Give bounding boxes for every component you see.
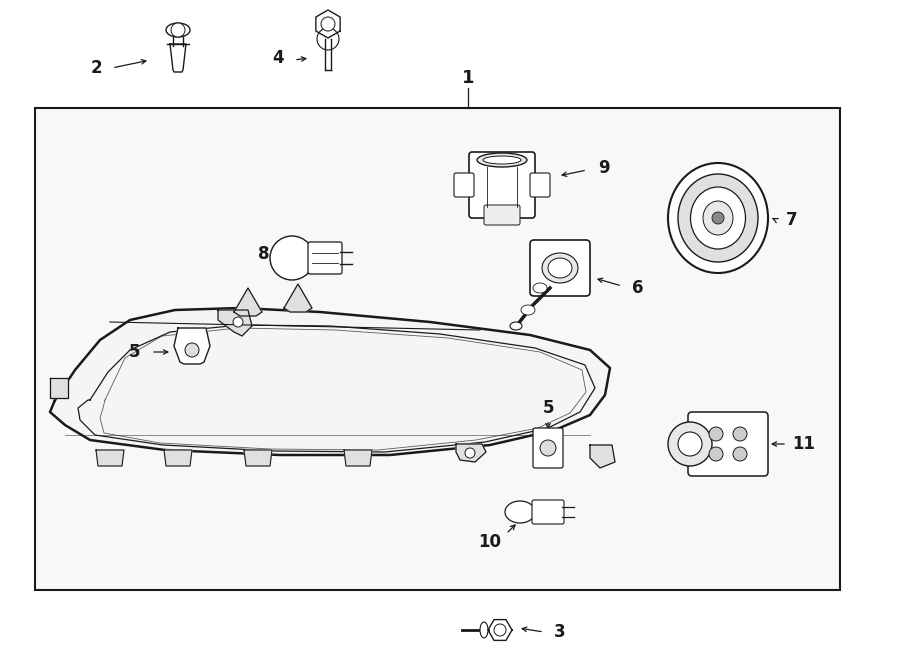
Text: 3: 3: [554, 623, 566, 641]
FancyBboxPatch shape: [454, 173, 474, 197]
FancyBboxPatch shape: [469, 152, 535, 218]
Bar: [35, 108, 840, 590]
Text: 2: 2: [90, 59, 102, 77]
Polygon shape: [284, 284, 312, 312]
Polygon shape: [488, 619, 512, 641]
Text: 10: 10: [479, 533, 501, 551]
Polygon shape: [244, 450, 272, 466]
Ellipse shape: [166, 23, 190, 37]
Polygon shape: [218, 310, 252, 336]
Circle shape: [494, 624, 506, 636]
Text: 7: 7: [787, 211, 797, 229]
Text: 9: 9: [598, 159, 610, 177]
FancyBboxPatch shape: [532, 500, 564, 524]
Text: 1: 1: [462, 69, 474, 87]
Circle shape: [171, 23, 185, 37]
Ellipse shape: [477, 153, 527, 167]
Polygon shape: [50, 378, 68, 398]
Circle shape: [540, 440, 556, 456]
Ellipse shape: [548, 258, 572, 278]
Ellipse shape: [505, 501, 535, 523]
Circle shape: [712, 212, 724, 224]
Polygon shape: [590, 445, 615, 468]
Ellipse shape: [678, 174, 758, 262]
Text: 8: 8: [258, 245, 270, 263]
Polygon shape: [96, 450, 124, 466]
Polygon shape: [456, 444, 486, 462]
Polygon shape: [164, 450, 192, 466]
Polygon shape: [316, 10, 340, 38]
FancyBboxPatch shape: [530, 240, 590, 296]
Circle shape: [678, 432, 702, 456]
Circle shape: [709, 427, 723, 441]
Circle shape: [317, 28, 339, 50]
Circle shape: [465, 448, 475, 458]
Ellipse shape: [542, 253, 578, 283]
Ellipse shape: [510, 322, 522, 330]
Text: 4: 4: [272, 49, 284, 67]
Polygon shape: [174, 328, 210, 364]
Ellipse shape: [690, 187, 745, 249]
Ellipse shape: [521, 305, 535, 315]
Text: 11: 11: [793, 435, 815, 453]
FancyBboxPatch shape: [688, 412, 768, 476]
Polygon shape: [234, 288, 262, 316]
Ellipse shape: [668, 163, 768, 273]
Ellipse shape: [480, 622, 488, 638]
Ellipse shape: [483, 156, 521, 164]
Circle shape: [733, 427, 747, 441]
Polygon shape: [170, 44, 186, 72]
Circle shape: [233, 317, 243, 327]
Polygon shape: [344, 450, 372, 466]
FancyBboxPatch shape: [308, 242, 342, 274]
Polygon shape: [50, 308, 610, 455]
Circle shape: [733, 447, 747, 461]
Circle shape: [668, 422, 712, 466]
Circle shape: [185, 343, 199, 357]
FancyBboxPatch shape: [530, 173, 550, 197]
Circle shape: [270, 236, 314, 280]
FancyBboxPatch shape: [533, 428, 563, 468]
Circle shape: [321, 17, 335, 31]
Text: 5: 5: [130, 343, 140, 361]
FancyBboxPatch shape: [484, 205, 520, 225]
Circle shape: [709, 447, 723, 461]
Ellipse shape: [703, 201, 733, 235]
Ellipse shape: [533, 283, 547, 293]
Text: 5: 5: [542, 399, 554, 417]
Text: 6: 6: [632, 279, 644, 297]
